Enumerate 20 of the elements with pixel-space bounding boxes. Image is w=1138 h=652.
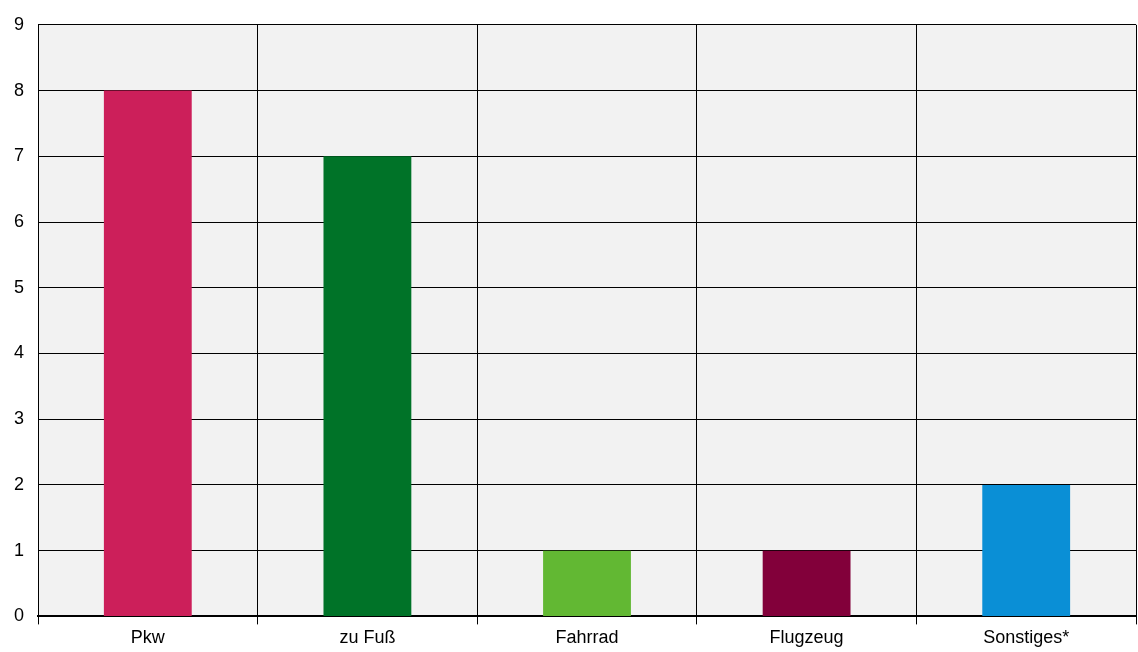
- y-tick-label: 6: [14, 210, 25, 231]
- x-tick-label: zu Fuß: [339, 627, 396, 648]
- bar: [323, 156, 412, 616]
- y-tick-label: 0: [14, 605, 25, 626]
- bar: [762, 550, 851, 616]
- x-tick-label: Pkw: [130, 627, 166, 648]
- x-tick-label: Flugzeug: [769, 627, 844, 648]
- y-tick-label: 7: [14, 145, 25, 166]
- x-tick-label: Fahrrad: [555, 627, 619, 648]
- y-tick-label: 9: [14, 13, 25, 34]
- y-tick-label: 5: [14, 276, 25, 297]
- y-tick-label: 8: [14, 79, 25, 100]
- bar: [103, 90, 192, 616]
- y-tick-label: 3: [14, 408, 25, 429]
- bar: [543, 550, 631, 616]
- x-tick-label: Sonstiges*: [983, 627, 1070, 648]
- bar: [982, 484, 1071, 616]
- y-tick-label: 1: [14, 539, 25, 560]
- y-tick-label: 4: [14, 342, 25, 363]
- y-tick-label: 2: [14, 473, 25, 494]
